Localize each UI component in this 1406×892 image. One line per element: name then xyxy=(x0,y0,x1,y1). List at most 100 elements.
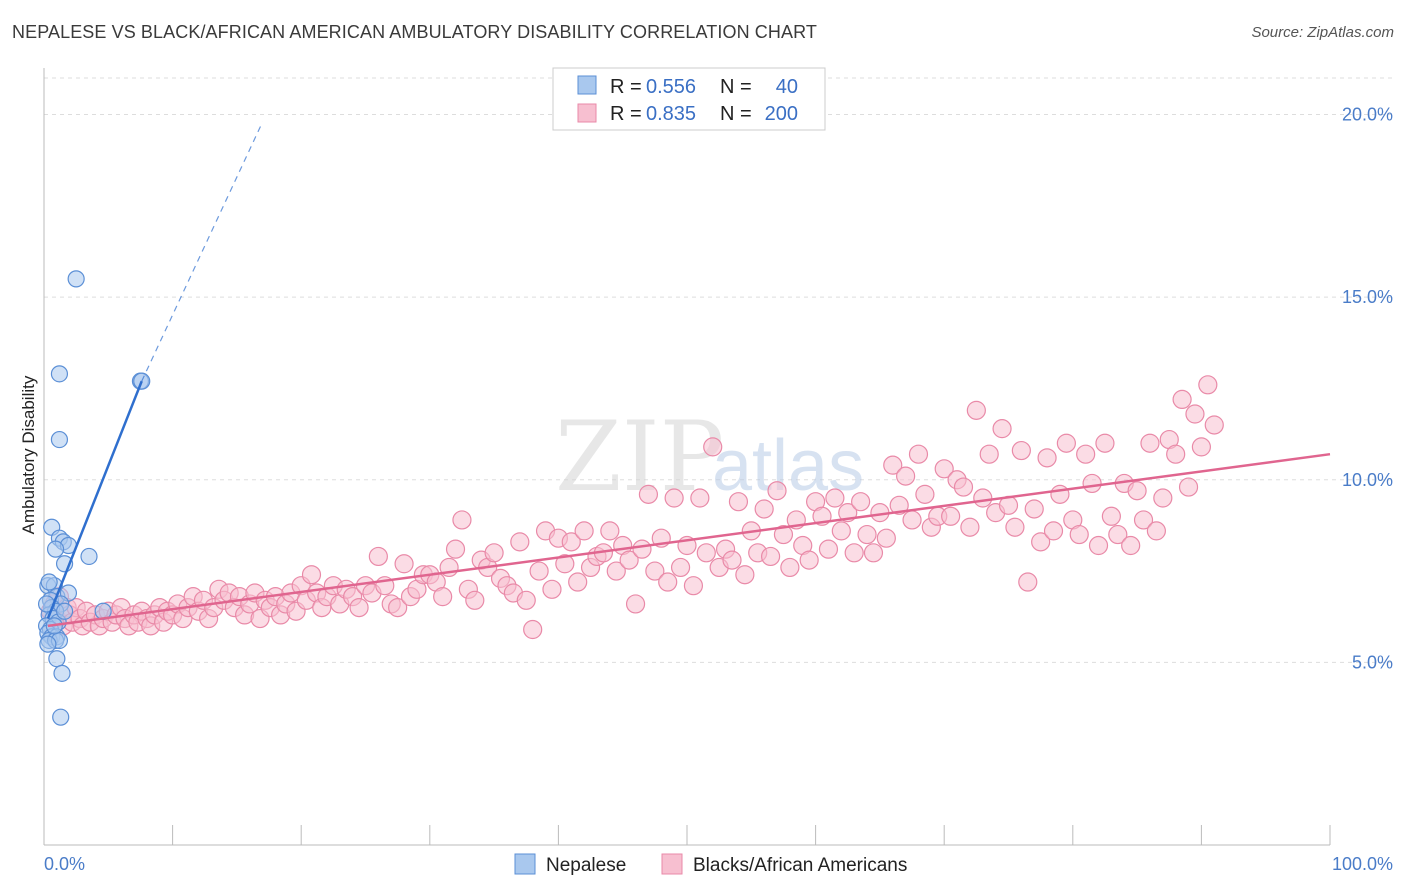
point-black xyxy=(844,543,864,563)
point-black xyxy=(818,539,839,559)
point-black xyxy=(1133,510,1154,530)
point-black xyxy=(735,565,755,585)
point-nepalese xyxy=(52,708,70,726)
axes xyxy=(43,68,1331,846)
legend-r-label-2: R = xyxy=(610,103,642,125)
point-black xyxy=(953,477,974,497)
trend-line-black xyxy=(47,452,1331,628)
point-black xyxy=(773,524,794,545)
legend-r-value-1: 0.556 xyxy=(646,76,696,98)
chart-title: NEPALESE VS BLACK/AFRICAN AMERICAN AMBUL… xyxy=(12,22,817,42)
point-black xyxy=(979,444,999,464)
point-black xyxy=(664,488,684,508)
point-black xyxy=(433,587,453,607)
point-black xyxy=(896,466,916,486)
y-tick-label: 20.0% xyxy=(1342,105,1393,125)
point-black xyxy=(1185,404,1205,424)
point-black xyxy=(722,550,742,570)
point-black xyxy=(1005,517,1025,537)
bottom-legend-swatch-black xyxy=(661,853,683,875)
point-black xyxy=(960,517,980,537)
point-nepalese xyxy=(50,365,69,383)
point-black xyxy=(523,619,543,640)
bottom-legend-nepalese: Nepalese xyxy=(546,855,626,876)
point-black xyxy=(799,550,819,570)
trend-lines xyxy=(46,121,1331,628)
point-black xyxy=(645,561,665,581)
point-black xyxy=(561,532,581,552)
legend-n-value-2: 200 xyxy=(765,103,798,125)
y-tick-label: 10.0% xyxy=(1342,470,1393,490)
y-axis-label: Ambulatory Disability xyxy=(19,375,38,534)
point-black xyxy=(1146,521,1166,541)
legend-swatch-nepalese xyxy=(577,75,597,95)
legend-swatch-black xyxy=(577,103,597,123)
point-black xyxy=(1037,448,1057,468)
point-black xyxy=(542,579,562,599)
point-black xyxy=(1204,415,1224,435)
point-black xyxy=(1050,484,1070,504)
point-black xyxy=(780,557,800,578)
series-black-points xyxy=(40,375,1224,640)
point-black xyxy=(915,484,935,504)
bottom-legend-swatch-nepalese xyxy=(514,853,536,875)
point-black xyxy=(1082,473,1102,494)
point-nepalese xyxy=(46,540,65,558)
point-black xyxy=(632,539,652,559)
point-black xyxy=(1088,535,1109,556)
trend-line-nepalese-extension xyxy=(141,121,264,382)
legend-n-value-1: 40 xyxy=(776,76,798,98)
point-nepalese xyxy=(39,635,57,653)
point-black xyxy=(600,521,620,541)
point-black xyxy=(728,492,749,512)
tick-labels: 5.0% 10.0% 15.0% 20.0% 0.0% 100.0% xyxy=(44,105,1393,874)
legend-n-label-1: N = xyxy=(720,76,752,98)
point-nepalese xyxy=(80,547,98,566)
point-black xyxy=(876,528,896,548)
point-black xyxy=(1056,433,1076,453)
point-nepalese xyxy=(48,650,66,668)
point-nepalese xyxy=(50,430,69,449)
point-black xyxy=(703,437,723,457)
point-black xyxy=(1198,375,1218,395)
point-black xyxy=(529,561,549,581)
bottom-legend-black: Blacks/African Americans xyxy=(693,855,907,876)
source-label: Source: ZipAtlas.com xyxy=(1251,24,1394,41)
point-black xyxy=(1191,437,1212,457)
point-black xyxy=(484,543,504,563)
point-black xyxy=(966,400,986,420)
point-black xyxy=(1101,506,1121,526)
point-black xyxy=(452,510,472,530)
legend-top: R = 0.556 N = 40 R = 0.835 N = 200 xyxy=(552,67,826,131)
legend-box xyxy=(552,67,826,131)
point-black xyxy=(349,597,369,618)
point-black xyxy=(883,455,903,475)
point-black xyxy=(1011,440,1031,461)
point-black xyxy=(510,532,530,552)
point-black xyxy=(934,459,954,479)
point-black xyxy=(1127,481,1147,501)
point-black xyxy=(902,510,922,530)
point-black xyxy=(992,419,1012,439)
point-black xyxy=(1018,572,1038,592)
series-nepalese-points xyxy=(37,270,151,726)
legend-r-value-2: 0.835 xyxy=(646,103,696,125)
point-black xyxy=(301,565,322,585)
x-tick-label-max: 100.0% xyxy=(1332,854,1393,874)
point-black xyxy=(1178,477,1199,497)
point-black xyxy=(1024,499,1044,519)
point-black xyxy=(1043,521,1064,541)
point-black xyxy=(889,495,909,515)
point-black xyxy=(658,572,678,592)
point-black xyxy=(625,594,646,614)
point-black xyxy=(445,539,466,559)
point-black xyxy=(831,521,851,541)
legend-n-label-2: N = xyxy=(720,103,752,125)
point-black xyxy=(1172,389,1192,410)
point-black xyxy=(1166,444,1186,464)
point-black xyxy=(1121,535,1141,556)
point-black xyxy=(863,543,884,563)
point-black xyxy=(973,488,993,508)
point-black xyxy=(388,597,408,618)
